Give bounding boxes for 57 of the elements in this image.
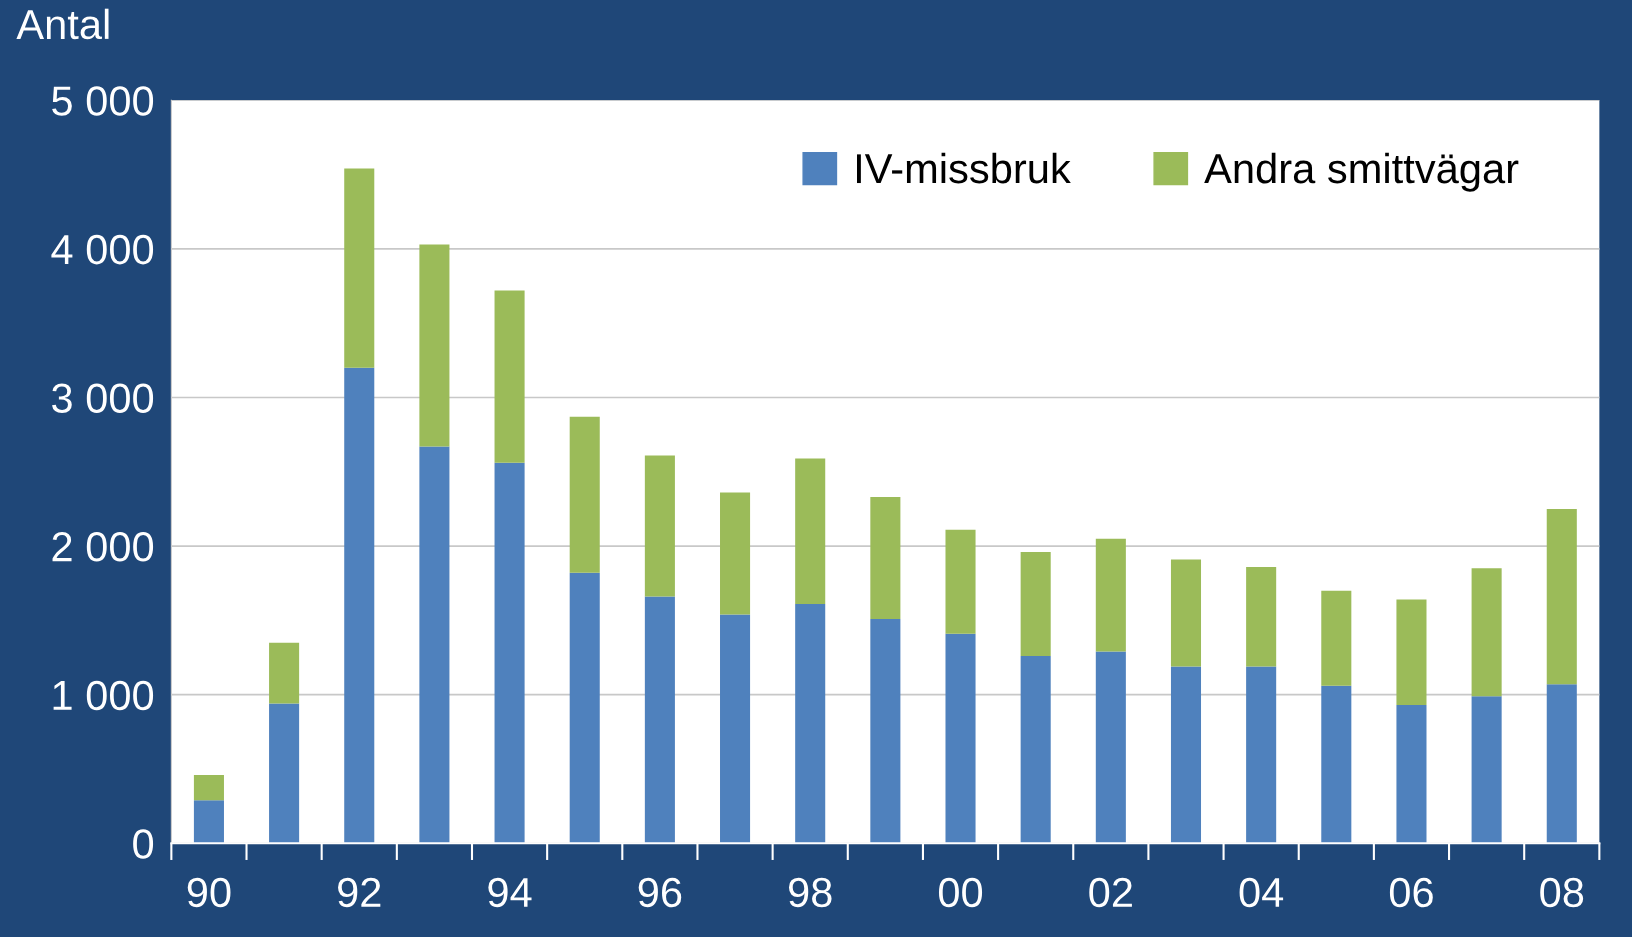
bar — [494, 462, 525, 844]
bar — [795, 604, 826, 844]
bar — [193, 800, 224, 844]
bar — [1020, 552, 1051, 657]
x-tick-label: 02 — [1089, 877, 1132, 908]
bar — [1095, 538, 1126, 652]
bar — [644, 596, 675, 844]
y-tick-label: 3 000 — [52, 383, 154, 413]
legend-label: IV-missbruk — [856, 152, 1071, 184]
bar — [1546, 508, 1577, 685]
y-tick-label: 1 000 — [53, 680, 154, 711]
bar — [494, 290, 525, 463]
bar — [419, 446, 450, 844]
bar — [1020, 656, 1051, 844]
x-tick-label: 98 — [788, 877, 832, 908]
bar — [1246, 666, 1277, 844]
bar — [269, 642, 300, 704]
bar — [344, 168, 375, 368]
bar — [569, 572, 600, 844]
y-axis-title: Antal — [16, 8, 109, 40]
x-tick-label: 04 — [1239, 877, 1284, 908]
x-tick-label: 92 — [338, 877, 381, 908]
bar — [419, 244, 450, 447]
bar — [644, 455, 675, 597]
y-tick-label: 0 — [133, 829, 154, 859]
bar — [795, 458, 826, 605]
bar — [1170, 666, 1202, 844]
bar — [870, 497, 901, 619]
bar — [1396, 599, 1427, 706]
x-tick-label: 00 — [938, 877, 983, 908]
bar — [720, 614, 751, 844]
x-tick-label: 94 — [488, 877, 532, 908]
bar — [945, 529, 976, 634]
bar — [193, 774, 224, 801]
bar — [269, 703, 300, 844]
bar — [1321, 590, 1352, 686]
bar — [1246, 566, 1277, 667]
bar — [720, 492, 751, 615]
bar — [1546, 684, 1577, 844]
x-tick-label: 08 — [1540, 877, 1584, 908]
bar — [1396, 705, 1427, 844]
y-tick-label: 2 000 — [52, 532, 154, 562]
bar — [1170, 559, 1202, 667]
legend-label: Andra smittvägar — [1204, 152, 1519, 192]
bar — [870, 618, 901, 844]
bar — [945, 633, 976, 844]
bar — [569, 416, 600, 573]
bar — [1321, 685, 1352, 844]
y-tick-label: 5 000 — [52, 86, 154, 116]
bar — [1471, 568, 1502, 697]
bar — [344, 367, 375, 844]
x-tick-label: 96 — [638, 877, 682, 908]
bar — [1471, 696, 1502, 844]
x-tick-label: 90 — [187, 877, 231, 908]
bar — [1095, 651, 1126, 844]
y-tick-label: 4 000 — [51, 234, 154, 265]
x-tick-label: 06 — [1389, 877, 1433, 908]
